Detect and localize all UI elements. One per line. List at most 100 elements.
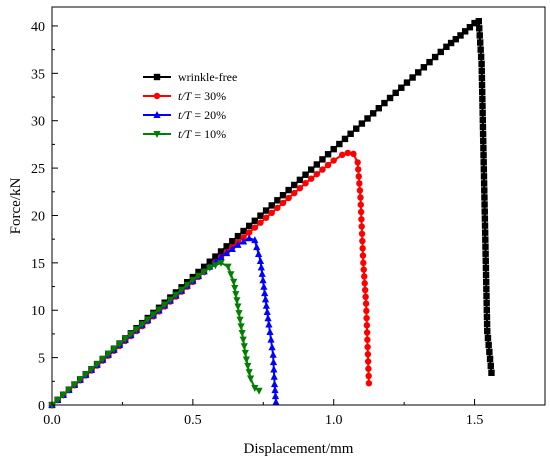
data-point xyxy=(268,202,275,209)
legend-label: t/T = 10% xyxy=(178,127,226,141)
data-point xyxy=(482,250,489,257)
data-point xyxy=(251,224,259,231)
legend-item: t/T = 10% xyxy=(143,127,226,141)
data-point xyxy=(224,263,232,271)
data-point xyxy=(437,48,444,56)
data-point xyxy=(127,331,135,339)
data-point xyxy=(452,36,459,43)
data-point xyxy=(296,176,304,184)
data-point xyxy=(344,149,351,157)
series-line xyxy=(51,261,260,406)
data-point xyxy=(457,32,464,39)
data-point xyxy=(476,32,483,39)
data-point xyxy=(482,257,489,264)
x-tick-label: 1.5 xyxy=(466,413,484,428)
legend-item: t/T = 30% xyxy=(143,89,226,103)
data-point xyxy=(481,187,488,194)
data-point xyxy=(364,358,372,365)
data-point xyxy=(443,43,450,50)
data-point xyxy=(217,253,225,261)
series-layer xyxy=(48,18,495,409)
data-point xyxy=(291,181,298,189)
data-point xyxy=(481,229,489,236)
data-point xyxy=(244,362,252,370)
data-point xyxy=(59,391,67,399)
data-point xyxy=(330,157,337,164)
data-point xyxy=(481,222,489,229)
data-point xyxy=(271,392,280,400)
data-point xyxy=(483,299,490,307)
legend-label: t/T = 20% xyxy=(178,108,226,122)
data-point xyxy=(375,105,382,112)
data-point xyxy=(482,271,490,279)
data-point xyxy=(480,166,488,173)
legend-label: t/T = 30% xyxy=(178,89,226,103)
data-point xyxy=(403,79,411,86)
data-point xyxy=(235,310,243,318)
data-point xyxy=(217,248,225,255)
data-point xyxy=(350,150,357,158)
data-point xyxy=(479,116,487,124)
data-point xyxy=(480,173,488,180)
data-point xyxy=(104,350,112,358)
data-point xyxy=(369,110,377,117)
data-point xyxy=(481,201,488,208)
data-point xyxy=(313,161,321,168)
data-point xyxy=(480,152,487,159)
data-point xyxy=(360,259,367,267)
data-point xyxy=(227,271,235,279)
data-point xyxy=(479,109,486,117)
data-point xyxy=(279,191,287,199)
data-point xyxy=(359,245,366,252)
x-axis-title: Displacement/mm xyxy=(244,441,354,457)
data-point xyxy=(483,285,490,293)
data-point xyxy=(319,156,326,163)
y-tick-label: 35 xyxy=(31,67,45,82)
data-point xyxy=(246,222,253,230)
data-point xyxy=(365,372,372,380)
data-point xyxy=(82,371,90,379)
data-point xyxy=(359,237,366,245)
data-point xyxy=(361,286,369,294)
data-point xyxy=(267,335,275,343)
data-point xyxy=(206,264,214,272)
y-tick-label: 30 xyxy=(31,115,45,130)
data-point xyxy=(132,326,141,334)
y-tick-label: 5 xyxy=(38,352,45,367)
data-point xyxy=(324,151,332,158)
data-point xyxy=(461,28,469,35)
data-point xyxy=(486,348,493,356)
data-point xyxy=(353,125,360,132)
data-point xyxy=(488,369,495,376)
data-point xyxy=(271,386,279,394)
data-point xyxy=(483,320,491,328)
y-tick-label: 10 xyxy=(31,304,45,319)
data-point xyxy=(477,39,484,46)
legend-marker xyxy=(153,92,161,100)
data-point xyxy=(285,194,292,202)
data-point xyxy=(195,268,202,276)
data-point xyxy=(307,166,315,173)
data-point xyxy=(257,219,264,226)
data-point xyxy=(65,386,73,394)
data-point xyxy=(93,361,101,369)
data-point xyxy=(116,340,124,348)
data-point xyxy=(381,99,388,107)
data-point xyxy=(484,334,492,342)
data-point xyxy=(478,67,485,75)
data-point xyxy=(258,269,266,277)
data-point xyxy=(355,173,362,180)
data-point xyxy=(364,336,371,343)
data-point xyxy=(257,212,264,219)
data-point xyxy=(172,291,180,299)
data-point xyxy=(233,297,241,305)
data-point xyxy=(471,19,478,27)
y-axis-title: Force/kN xyxy=(8,178,24,235)
y-tick-label: 20 xyxy=(31,209,45,224)
data-point xyxy=(479,88,486,96)
data-point xyxy=(477,53,485,60)
data-point xyxy=(230,278,238,286)
data-point xyxy=(242,356,250,364)
data-point xyxy=(357,201,364,208)
data-point xyxy=(265,320,273,328)
